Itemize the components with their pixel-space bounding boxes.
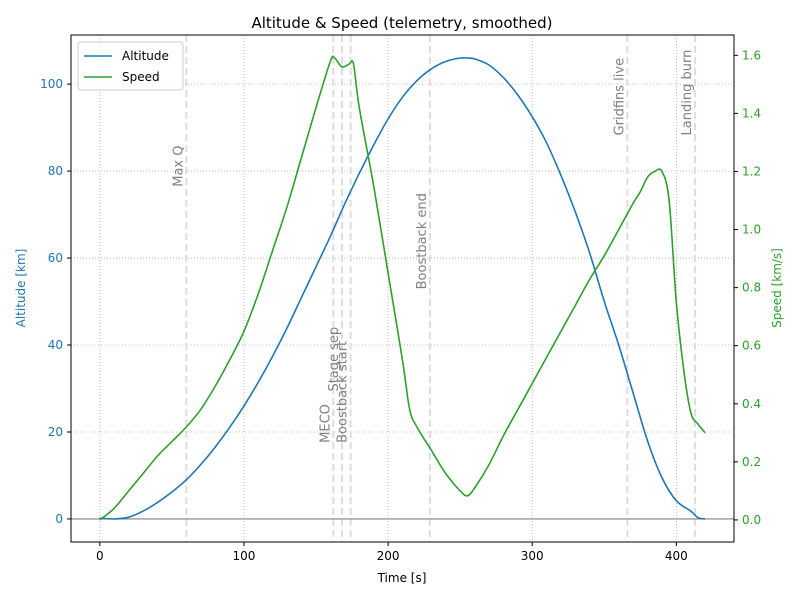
y-right-axis-title: Speed [km/s] — [770, 248, 784, 328]
y-right-axis-ticks: 0.0 0.2 0.4 0.6 0.8 1.0 1.2 1.4 1.6 — [734, 48, 761, 527]
x-tick-label-2: 200 — [377, 549, 400, 563]
y-right-tick-label-8: 1.6 — [742, 48, 761, 62]
y-right-tick-label-1: 0.2 — [742, 455, 761, 469]
y-left-axis-title: Altitude [km] — [14, 249, 28, 328]
legend-speed-label: Speed — [122, 70, 160, 84]
y-right-tick-label-5: 1.0 — [742, 223, 761, 237]
x-axis-title: Time [s] — [377, 571, 427, 585]
y-left-axis-ticks: 0 20 40 60 80 100 — [40, 77, 71, 526]
x-tick-label-4: 400 — [665, 549, 688, 563]
series-line-speed — [99, 55, 706, 521]
y-left-tick-label-1: 20 — [48, 425, 63, 439]
y-left-tick-label-3: 60 — [48, 251, 63, 265]
legend-box — [77, 41, 184, 91]
y-right-tick-label-4: 0.8 — [742, 281, 761, 295]
legend: Altitude Speed — [77, 41, 184, 91]
data-series — [99, 55, 706, 521]
event-label-5: Gridfins live — [612, 58, 627, 136]
x-tick-label-0: 0 — [96, 549, 104, 563]
legend-altitude-label: Altitude — [122, 49, 169, 63]
event-label-0: Max Q — [171, 146, 186, 187]
plot-frame — [70, 34, 735, 543]
grid-lines — [71, 35, 734, 542]
event-label-2: Stage sep — [327, 327, 342, 392]
y-right-tick-label-3: 0.6 — [742, 339, 761, 353]
series-line-altitude — [99, 56, 706, 520]
event-label-3: Boostback start — [336, 341, 351, 443]
event-label-1: MECO — [318, 404, 333, 443]
y-right-tick-label-2: 0.4 — [742, 397, 761, 411]
x-tick-label-3: 300 — [521, 549, 544, 563]
y-left-tick-label-4: 80 — [48, 164, 63, 178]
y-right-tick-label-6: 1.2 — [742, 164, 761, 178]
x-tick-label-1: 100 — [233, 549, 256, 563]
y-right-tick-label-7: 1.4 — [742, 106, 761, 120]
y-left-tick-label-2: 40 — [48, 338, 63, 352]
y-right-tick-label-0: 0.0 — [742, 513, 761, 527]
y-left-tick-label-5: 100 — [40, 77, 63, 91]
x-axis-ticks: 0 100 200 300 400 — [96, 542, 688, 563]
y-left-tick-label-0: 0 — [55, 512, 63, 526]
event-label-6: Landing burn — [680, 50, 695, 136]
event-label-4: Boostback end — [415, 193, 430, 289]
chart-title: Altitude & Speed (telemetry, smoothed) — [251, 14, 552, 32]
